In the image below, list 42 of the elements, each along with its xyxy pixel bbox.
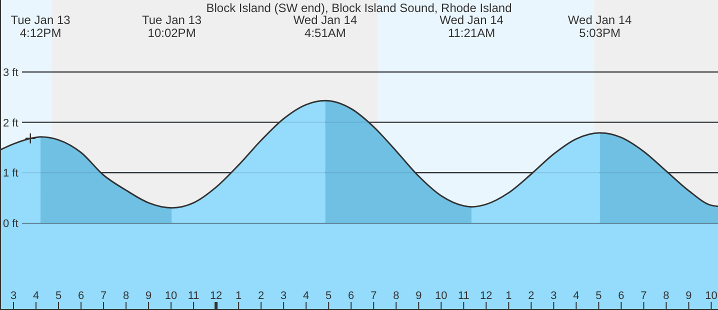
- x-tick-label: 2: [258, 290, 264, 302]
- annotation: Tue Jan 13 10:02PM: [142, 13, 202, 40]
- x-tick-label: 10: [164, 290, 178, 302]
- chart-title: Block Island (SW end), Block Island Sound, Rhode Island: [206, 1, 512, 15]
- x-tick-label: 9: [686, 290, 692, 302]
- x-tick-label: 10: [705, 290, 718, 302]
- x-tick-label: 7: [100, 290, 107, 302]
- x-tick-label: 6: [618, 290, 624, 302]
- x-tick-label: 2: [528, 290, 534, 302]
- x-tick-label: 9: [416, 290, 422, 302]
- x-tick-label: 1: [236, 290, 242, 302]
- y-tick-label: 3 ft: [3, 66, 18, 79]
- y-tick-label: 0 ft: [3, 218, 18, 230]
- x-tick-label: 10: [435, 290, 448, 302]
- x-tick-label: 5: [326, 290, 332, 302]
- x-tick-label: 9: [145, 290, 152, 302]
- x-tick-label: 3: [550, 290, 557, 302]
- annotation: Wed Jan 14 5:03PM: [568, 13, 632, 40]
- x-tick-label: 4: [303, 290, 310, 302]
- x-tick-label: 7: [370, 290, 377, 302]
- x-tick-label: 5: [55, 290, 62, 302]
- x-tick-label: 12: [210, 290, 222, 302]
- x-tick-label: 5: [596, 290, 602, 302]
- x-tick-label: 4: [573, 290, 580, 302]
- x-tick-label: 8: [122, 290, 130, 302]
- y-tick-label: 2 ft: [3, 117, 18, 130]
- x-tick-label: 4: [32, 290, 40, 302]
- x-tick-label: 6: [348, 290, 354, 302]
- x-tick-label: 3: [10, 290, 17, 302]
- x-tick-label: 11: [458, 290, 470, 302]
- annotation: Wed Jan 14 11:21AM: [440, 13, 504, 40]
- x-tick-label: 6: [78, 290, 84, 302]
- y-tick-label: 1 ft: [3, 168, 18, 180]
- x-tick-label: 12: [480, 290, 492, 302]
- annotation: Tue Jan 13 4:12PM: [10, 13, 71, 40]
- x-tick-label: 8: [393, 290, 400, 302]
- x-tick-label: 11: [188, 290, 200, 302]
- x-tick-label: 7: [640, 290, 647, 302]
- annotation: Wed Jan 14 4:51AM: [293, 13, 358, 40]
- x-tick-label: 8: [663, 290, 670, 302]
- x-tick-label: 1: [506, 290, 512, 302]
- x-tick-label: 3: [280, 290, 287, 302]
